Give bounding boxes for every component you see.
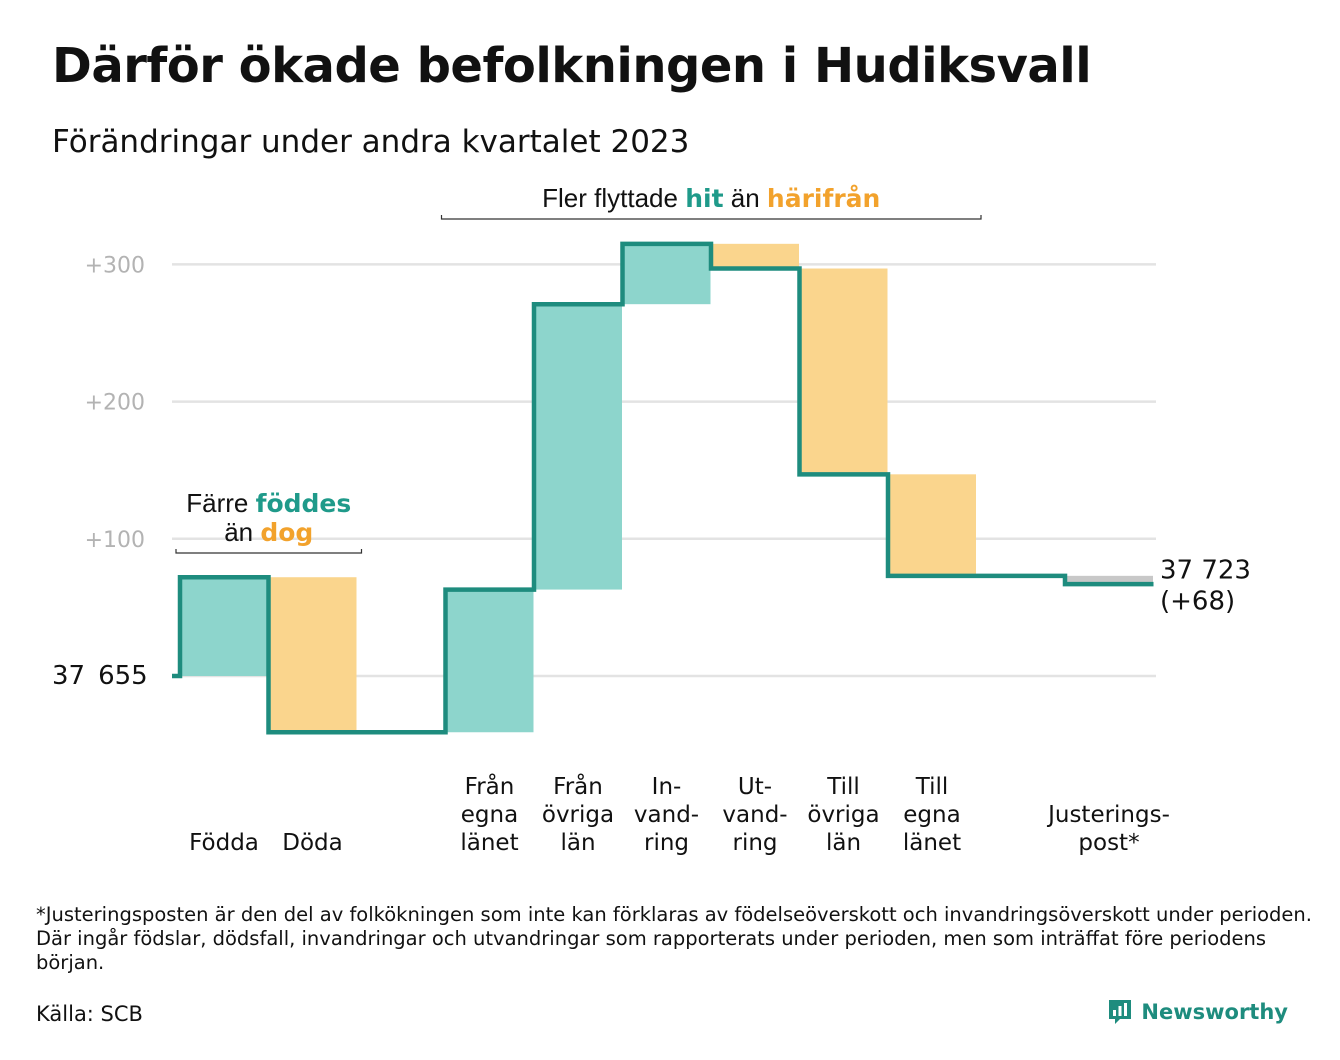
x-tick-label: ring <box>644 830 689 856</box>
annotation-text: Färre föddes <box>186 488 351 518</box>
annotation-highlight: härifrån <box>767 184 880 213</box>
brand-logo: Newsworthy <box>1107 998 1288 1026</box>
start-value-part: 37 <box>52 661 85 691</box>
value-labels: 37 655 37 723(+68) <box>52 556 1251 691</box>
annotation-word: än <box>224 517 260 547</box>
x-tick-label: egna <box>461 802 518 828</box>
footnote: *Justeringsposten är den del av folkökni… <box>36 903 1312 974</box>
adjustment-bar <box>1065 575 1153 585</box>
bar-chart-speech-bubble-icon <box>1109 1000 1132 1024</box>
annotation-bracket <box>175 549 363 554</box>
annotation-bracket <box>440 215 982 220</box>
annotation-highlight: hit <box>685 184 723 213</box>
x-tick-label: Till <box>826 774 860 800</box>
loss-bar <box>268 577 357 733</box>
x-tick-label: Justerings- <box>1046 802 1170 828</box>
x-tick-label: övriga <box>542 802 614 828</box>
x-tick-label: län <box>826 830 861 856</box>
annotation-word: än <box>724 183 767 213</box>
running-total-line <box>172 241 1154 735</box>
start-value-label: 37 655 <box>52 661 148 691</box>
start-value-part: 655 <box>85 661 148 691</box>
loss-bar <box>711 243 799 269</box>
x-tick-label: län <box>560 830 595 856</box>
x-axis-labels: Födda DödaFrånegnalänetFrånövrigalänIn-va… <box>189 772 1170 856</box>
x-tick-label: Till <box>915 774 949 800</box>
x-tick-label: övriga <box>807 802 879 828</box>
gain-bar <box>445 589 534 733</box>
chart-subtitle: Förändringar under andra kvartalet 2023 <box>52 124 690 160</box>
annotation-text: Fler flyttade hit än härifrån <box>542 183 880 213</box>
end-value-label: 37 723 <box>1160 556 1251 586</box>
annotation-word: Fler flyttade <box>542 183 685 213</box>
x-tick-label: vand- <box>634 802 699 828</box>
x-tick-label: länet <box>903 830 961 856</box>
y-axis-ticks: +100 +200 +300 <box>85 253 145 552</box>
x-tick-label: ring <box>732 830 777 856</box>
annotation-text: än dog <box>224 517 313 547</box>
y-tick-label: +100 <box>85 528 145 553</box>
x-tick-label: In- <box>652 774 682 800</box>
x-tick-label: Ut- <box>738 774 772 800</box>
gain-bar <box>180 577 268 676</box>
y-tick-label: +300 <box>85 253 145 278</box>
annotation-highlight: dog <box>260 518 313 547</box>
x-tick-label: Från <box>553 772 603 800</box>
x-tick-label: länet <box>460 830 518 856</box>
running-total <box>172 241 1154 735</box>
chart-title: Därför ökade befolkningen i Hudiksvall <box>52 38 1092 94</box>
x-tick-label: egna <box>903 802 960 828</box>
gain-bar <box>534 304 622 590</box>
bars <box>180 243 1153 733</box>
x-tick-label: Födda <box>189 830 259 856</box>
annotation-highlight: föddes <box>256 489 352 518</box>
x-tick-label: Från <box>465 772 515 800</box>
end-value-label: (+68) <box>1160 587 1235 617</box>
loss-bar <box>799 268 888 475</box>
x-tick-label: Döda <box>282 830 342 856</box>
x-tick-label: vand- <box>722 802 787 828</box>
annotation-word: Färre <box>186 488 255 518</box>
x-tick-label: post* <box>1078 830 1139 856</box>
source-credit: Källa: SCB <box>36 1002 143 1026</box>
brand-name: Newsworthy <box>1141 1000 1288 1024</box>
loss-bar <box>888 474 976 576</box>
y-tick-label: +200 <box>85 391 145 416</box>
gain-bar <box>622 243 711 305</box>
